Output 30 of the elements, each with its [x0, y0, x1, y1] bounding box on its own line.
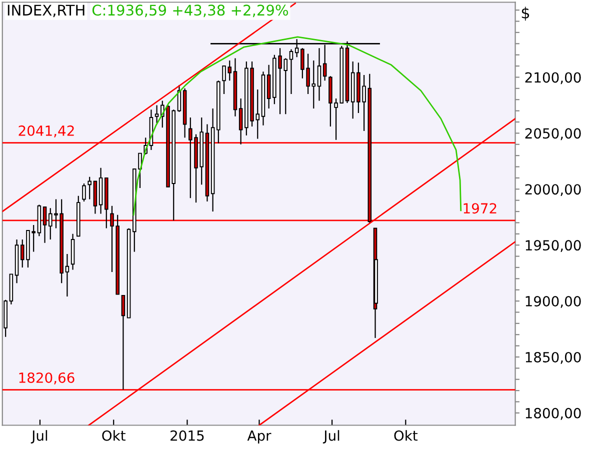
candlestick: [121, 294, 126, 390]
candlestick: [82, 182, 86, 202]
candlestick: [289, 48, 294, 95]
candlestick: [238, 98, 243, 145]
y-tick-label: 1950,00: [526, 240, 581, 252]
y-axis-title: $: [522, 6, 530, 21]
y-tick-label: 1850,00: [526, 352, 581, 364]
ref-line-label: 2041,42: [18, 125, 74, 138]
annotation: 1972: [464, 203, 496, 214]
x-tick-label: Okt: [102, 430, 126, 441]
chart-subtitle: C:1936,59 +43,38 +2,29%: [92, 4, 288, 18]
y-tick-label: 2000,00: [525, 184, 581, 196]
y-tick-label: 2050,00: [525, 128, 581, 140]
line-series: [132, 36, 462, 216]
y-tick-label: 2100,00: [525, 72, 581, 84]
candlestick: [65, 253, 70, 298]
x-tick-label: Apr: [247, 430, 272, 444]
chart-title: INDEX,RTH: [8, 4, 84, 18]
x-tick-label: Okt: [394, 430, 418, 441]
candlestick: [42, 206, 47, 244]
ref-line-label: 1820,66: [19, 372, 74, 384]
candlestick: [88, 176, 92, 200]
candlestick: [266, 64, 271, 110]
candlestick: [317, 48, 322, 102]
x-tick-label: Jul: [322, 430, 340, 444]
x-tick-label: Jul: [30, 430, 48, 444]
x-tick-label: 2015: [170, 430, 204, 441]
candlestick: [154, 104, 159, 124]
y-tick-label: 1800,00: [526, 408, 581, 420]
y-tick-label: 1900,00: [526, 296, 581, 308]
